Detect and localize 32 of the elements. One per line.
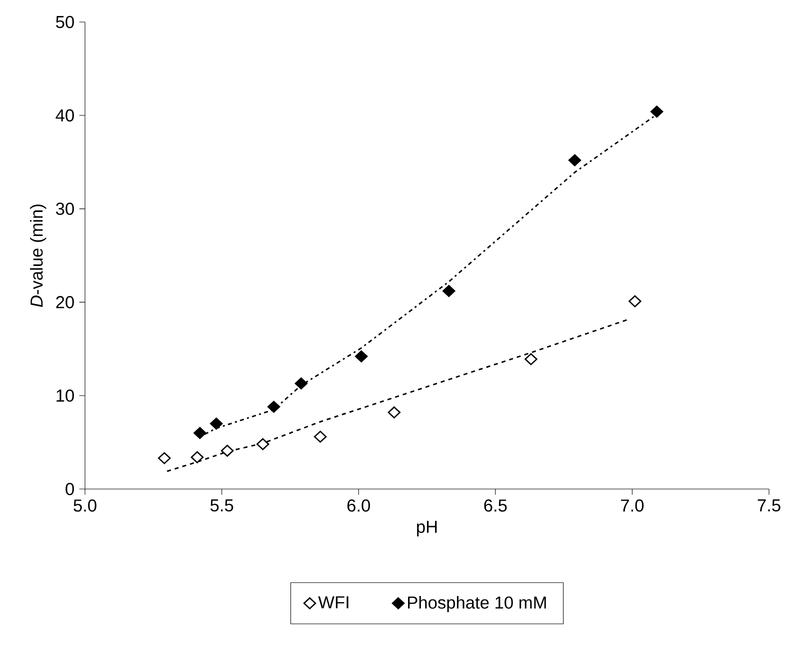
point bbox=[442, 285, 456, 297]
x-tick-label: 6.0 bbox=[347, 499, 370, 512]
legend-label: Phosphate 10 mM bbox=[408, 596, 546, 612]
y-tick-label: 10 bbox=[56, 389, 74, 402]
point bbox=[354, 350, 368, 362]
point bbox=[210, 418, 223, 430]
point bbox=[158, 452, 171, 464]
legend-label: WFI bbox=[318, 596, 348, 608]
y-tick-label: 40 bbox=[56, 109, 74, 122]
point bbox=[256, 438, 270, 450]
y-axis-title: D-value (min) bbox=[30, 204, 46, 307]
point bbox=[524, 353, 538, 366]
x-tick-label: 7.0 bbox=[621, 499, 644, 512]
y-tick-label: 0 bbox=[66, 482, 74, 496]
x-tick-label: 6.5 bbox=[484, 499, 507, 512]
point bbox=[220, 444, 234, 457]
point bbox=[190, 451, 204, 464]
x-axis-title: pH bbox=[417, 520, 437, 536]
point bbox=[194, 426, 206, 439]
point bbox=[314, 430, 327, 443]
point bbox=[650, 106, 664, 118]
point bbox=[267, 400, 280, 413]
point bbox=[568, 154, 582, 166]
x-tick-label: 5.5 bbox=[210, 499, 234, 512]
y-tick-label: 20 bbox=[56, 296, 74, 308]
y-tick-label: 50 bbox=[56, 16, 74, 28]
x-tick-label: 5.0 bbox=[74, 499, 96, 512]
point bbox=[294, 377, 308, 390]
x-tick-label: 7.5 bbox=[758, 499, 780, 512]
point bbox=[388, 406, 401, 418]
y-tick-label: 30 bbox=[56, 202, 74, 215]
point bbox=[628, 295, 642, 308]
